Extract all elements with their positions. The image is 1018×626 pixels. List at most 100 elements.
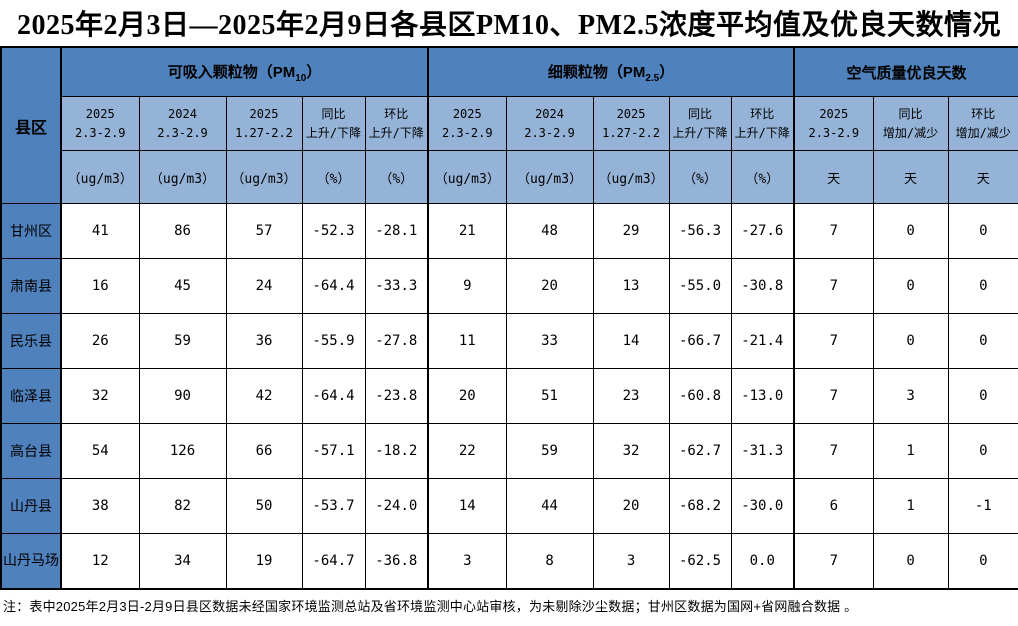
data-cell: 22	[427, 423, 507, 479]
data-cell: -21.4	[730, 313, 795, 369]
unit-cell-10: 天	[793, 150, 874, 204]
group-header-pm25: 细颗粒物（PM2.5）	[427, 46, 795, 97]
column-header-line2: 2.3-2.9	[524, 125, 575, 140]
data-cell: 0	[872, 313, 949, 369]
data-cell: 33	[505, 313, 594, 369]
unit-cell-7: （ug/m3）	[592, 150, 670, 204]
column-header-10: 2025 2.3-2.9	[793, 96, 874, 151]
column-header-line2: 2.3-2.9	[441, 125, 493, 140]
data-cell: 0	[947, 368, 1018, 424]
unit-cell-0: （ug/m3）	[60, 150, 140, 204]
county-name: 山丹马场	[0, 533, 62, 589]
column-header-12: 环比增加/减少	[947, 96, 1018, 151]
column-header-line2: 1.27-2.2	[602, 125, 660, 140]
unit-cell-4: （%）	[364, 150, 429, 204]
column-header-1: 2024 2.3-2.9	[138, 96, 227, 151]
data-cell: 14	[427, 478, 507, 534]
table-row: 山丹马场 12 34 19 -64.7 -36.8 3 8 3 -62.5 0.0 7 0 0	[0, 533, 1018, 589]
group-header-row: 县区 可吸入颗粒物（PM10） 细颗粒物（PM2.5） 空气质量优良天数	[0, 46, 1018, 204]
column-header-7: 2025 1.27-2.2	[592, 96, 670, 151]
data-cell: 0	[947, 203, 1018, 259]
data-cell: -64.7	[301, 533, 366, 589]
data-cell: 0	[947, 313, 1018, 369]
group-header-pm10: 可吸入颗粒物（PM10）	[59, 46, 429, 97]
column-header-line1: 2024	[535, 106, 564, 121]
data-cell: -28.1	[364, 203, 429, 259]
table-row: 民乐县 26 59 36 -55.9 -27.8 11 33 14 -66.7 -21.4 7 0 0	[0, 313, 1018, 369]
column-header-3: 同比 上升/下降	[301, 96, 366, 151]
data-cell: -66.7	[668, 313, 732, 369]
data-cell: 126	[138, 423, 227, 479]
data-cell: -60.8	[668, 368, 732, 424]
data-cell: 20	[505, 258, 594, 314]
data-cell: 0	[872, 203, 949, 259]
column-header-8: 同比 上升/下降	[668, 96, 732, 151]
column-header-line1: 同比	[688, 106, 713, 121]
column-header-0: 2025 2.3-2.9	[60, 96, 140, 151]
data-cell: -1	[947, 478, 1018, 534]
data-cell: 0	[872, 258, 949, 314]
data-cell: -62.7	[668, 423, 732, 479]
units-row: （ug/m3） （ug/m3） （ug/m3） （%） （%） （ug/m3） （ug/m3…	[1, 150, 1018, 204]
data-cell: 0	[872, 533, 949, 589]
column-header-line1: 2025	[616, 106, 646, 121]
data-cell: 19	[225, 533, 303, 589]
county-name: 民乐县	[0, 313, 62, 369]
group-header-good-days: 空气质量优良天数	[793, 46, 1018, 97]
period-header-row: 2025 2.3-2.9 2024 2.3-2.9 2025 1.27-2.2 同比 上升/下…	[1, 96, 1018, 151]
data-cell: 50	[225, 478, 303, 534]
column-header-line1: 同比	[898, 106, 923, 121]
data-cell: 7	[793, 258, 874, 314]
data-cell: 57	[225, 203, 303, 259]
column-header-line2: 增加/减少	[955, 125, 1011, 140]
data-cell: 13	[592, 258, 670, 314]
column-header-line1: 2025	[249, 106, 279, 121]
column-header-6: 2024 2.3-2.9	[505, 96, 594, 151]
county-name: 高台县	[0, 423, 62, 479]
column-header-line1: 环比	[971, 106, 996, 121]
county-name: 山丹县	[0, 478, 62, 534]
data-cell: 45	[138, 258, 227, 314]
data-cell: 8	[505, 533, 594, 589]
data-cell: -52.3	[301, 203, 366, 259]
data-cell: 7	[793, 203, 874, 259]
data-cell: 54	[60, 423, 140, 479]
data-cell: 66	[225, 423, 303, 479]
page-title: 2025年2月3日—2025年2月9日各县区PM10、PM2.5浓度平均值及优良…	[16, 10, 1002, 41]
pm-data-table: 县区 可吸入颗粒物（PM10） 细颗粒物（PM2.5） 空气质量优良天数 202…	[0, 46, 1018, 590]
table-row: 肃南县 16 45 24 -64.4 -33.3 9 20 13 -55.0 -30.8 7 0 0	[0, 258, 1018, 314]
group-label-pm25: 细颗粒物（PM	[547, 63, 646, 81]
data-cell: 44	[505, 478, 594, 534]
data-cell: -24.0	[364, 478, 429, 534]
data-cell: 21	[427, 203, 507, 259]
unit-cell-12: 天	[947, 150, 1018, 204]
data-cell: 16	[60, 258, 140, 314]
data-cell: -27.8	[364, 313, 429, 369]
table-row: 高台县 54 126 66 -57.1 -18.2 22 59 32 -62.7 -31.3 7 1 0	[0, 423, 1018, 479]
column-header-line1: 2024	[168, 106, 197, 121]
data-cell: -55.0	[668, 258, 732, 314]
column-header-line1: 2025	[819, 106, 849, 121]
data-cell: -30.0	[730, 478, 795, 534]
data-cell: 86	[138, 203, 227, 259]
data-cell: 59	[505, 423, 594, 479]
column-header-line1: 2025	[85, 106, 115, 121]
data-cell: -33.3	[364, 258, 429, 314]
data-cell: 59	[138, 313, 227, 369]
data-cell: -36.8	[364, 533, 429, 589]
data-cell: -64.4	[301, 368, 366, 424]
data-cell: 20	[427, 368, 507, 424]
column-header-line1: 2025	[452, 106, 482, 121]
data-cell: -13.0	[730, 368, 795, 424]
table-row: 临泽县 32 90 42 -64.4 -23.8 20 51 23 -60.8 -13.0 7 3 0	[0, 368, 1018, 424]
unit-cell-5: （ug/m3）	[427, 150, 507, 204]
column-header-line2: 上升/下降	[734, 125, 790, 140]
data-cell: -23.8	[364, 368, 429, 424]
data-cell: 1	[872, 478, 949, 534]
data-cell: 32	[60, 368, 140, 424]
data-cell: 7	[793, 368, 874, 424]
data-cell: 0	[947, 423, 1018, 479]
column-header-line1: 环比	[750, 106, 775, 121]
unit-cell-1: （ug/m3）	[138, 150, 227, 204]
column-header-line2: 2.3-2.9	[74, 125, 126, 140]
